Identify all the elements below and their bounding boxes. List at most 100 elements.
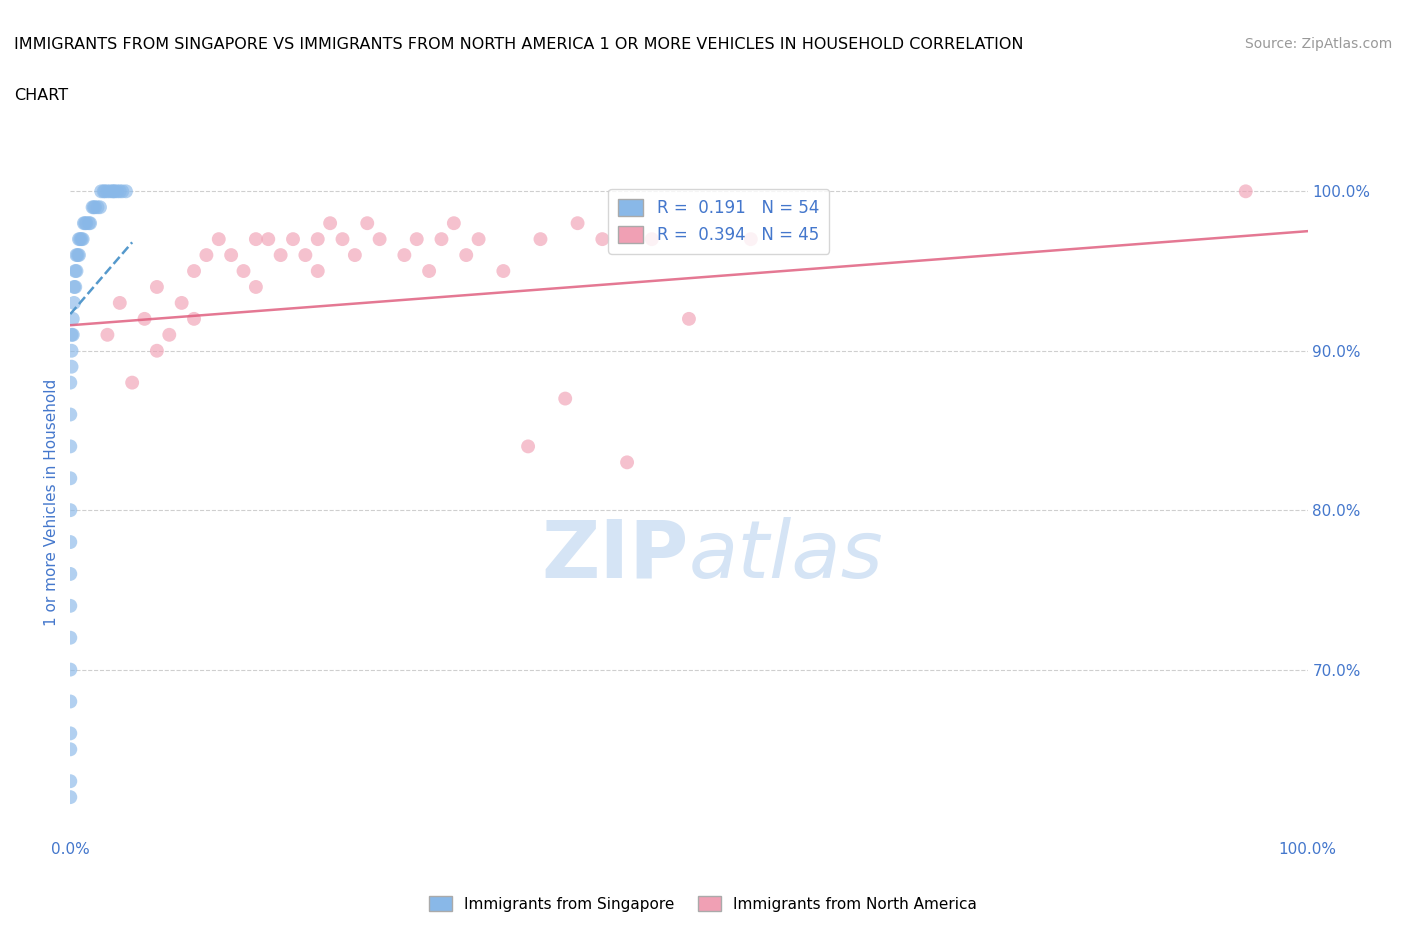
Point xyxy=(394,247,416,262)
Legend: Immigrants from Singapore, Immigrants from North America: Immigrants from Singapore, Immigrants fr… xyxy=(423,889,983,918)
Point xyxy=(146,343,169,358)
Point xyxy=(332,232,354,246)
Text: Source: ZipAtlas.com: Source: ZipAtlas.com xyxy=(1244,37,1392,51)
Point xyxy=(75,216,97,231)
Point xyxy=(94,184,117,199)
Point xyxy=(84,200,107,215)
Point xyxy=(63,280,86,295)
Text: IMMIGRANTS FROM SINGAPORE VS IMMIGRANTS FROM NORTH AMERICA 1 OR MORE VEHICLES IN: IMMIGRANTS FROM SINGAPORE VS IMMIGRANTS … xyxy=(14,37,1024,52)
Point xyxy=(121,375,143,390)
Point xyxy=(65,247,87,262)
Point xyxy=(456,247,478,262)
Point xyxy=(111,184,134,199)
Point xyxy=(208,232,231,246)
Point xyxy=(183,263,205,278)
Point xyxy=(443,216,465,231)
Point xyxy=(307,263,329,278)
Point xyxy=(59,439,82,454)
Point xyxy=(105,184,128,199)
Point xyxy=(405,232,427,246)
Point xyxy=(567,216,589,231)
Point xyxy=(232,263,254,278)
Point xyxy=(678,312,700,326)
Point xyxy=(257,232,280,246)
Point xyxy=(96,327,118,342)
Point xyxy=(59,535,82,550)
Point xyxy=(492,263,515,278)
Point xyxy=(245,280,267,295)
Point xyxy=(740,232,762,246)
Point xyxy=(368,232,391,246)
Point xyxy=(219,247,242,262)
Point xyxy=(281,232,304,246)
Point xyxy=(73,216,96,231)
Point xyxy=(170,296,193,311)
Point xyxy=(60,359,83,374)
Y-axis label: 1 or more Vehicles in Household: 1 or more Vehicles in Household xyxy=(44,379,59,626)
Point xyxy=(65,263,87,278)
Point xyxy=(529,232,551,246)
Point xyxy=(59,774,82,789)
Point xyxy=(59,375,82,390)
Point xyxy=(63,296,86,311)
Point xyxy=(146,280,169,295)
Point xyxy=(108,296,131,311)
Point xyxy=(77,216,100,231)
Point xyxy=(59,598,82,613)
Point xyxy=(356,216,378,231)
Point xyxy=(86,200,108,215)
Point xyxy=(83,200,105,215)
Text: ZIP: ZIP xyxy=(541,517,689,595)
Point xyxy=(1234,184,1257,199)
Point xyxy=(157,327,180,342)
Point xyxy=(59,407,82,422)
Point xyxy=(104,184,127,199)
Point xyxy=(641,232,664,246)
Point xyxy=(60,327,83,342)
Point xyxy=(307,232,329,246)
Text: atlas: atlas xyxy=(689,517,884,595)
Point xyxy=(103,184,125,199)
Point xyxy=(66,247,89,262)
Point xyxy=(79,216,101,231)
Point xyxy=(72,232,94,246)
Point xyxy=(96,184,118,199)
Point xyxy=(59,566,82,581)
Point xyxy=(82,200,104,215)
Point xyxy=(90,184,112,199)
Point xyxy=(59,503,82,518)
Point xyxy=(294,247,316,262)
Point xyxy=(59,790,82,804)
Point xyxy=(59,726,82,741)
Point xyxy=(115,184,138,199)
Point xyxy=(591,232,613,246)
Point xyxy=(70,232,93,246)
Point xyxy=(108,184,131,199)
Point xyxy=(60,343,83,358)
Point xyxy=(270,247,292,262)
Point xyxy=(183,312,205,326)
Point xyxy=(65,280,87,295)
Point xyxy=(59,742,82,757)
Point xyxy=(430,232,453,246)
Point xyxy=(93,184,115,199)
Point xyxy=(62,312,84,326)
Point xyxy=(245,232,267,246)
Point xyxy=(59,694,82,709)
Point xyxy=(67,247,90,262)
Point xyxy=(101,184,124,199)
Point xyxy=(195,247,218,262)
Point xyxy=(319,216,342,231)
Point xyxy=(554,392,576,406)
Point xyxy=(418,263,440,278)
Point xyxy=(67,232,90,246)
Point xyxy=(98,184,121,199)
Point xyxy=(467,232,489,246)
Legend: R =  0.191   N = 54, R =  0.394   N = 45: R = 0.191 N = 54, R = 0.394 N = 45 xyxy=(609,189,830,254)
Point xyxy=(59,471,82,485)
Point xyxy=(62,327,84,342)
Point xyxy=(59,631,82,645)
Point xyxy=(343,247,366,262)
Point xyxy=(616,455,638,470)
Point xyxy=(517,439,540,454)
